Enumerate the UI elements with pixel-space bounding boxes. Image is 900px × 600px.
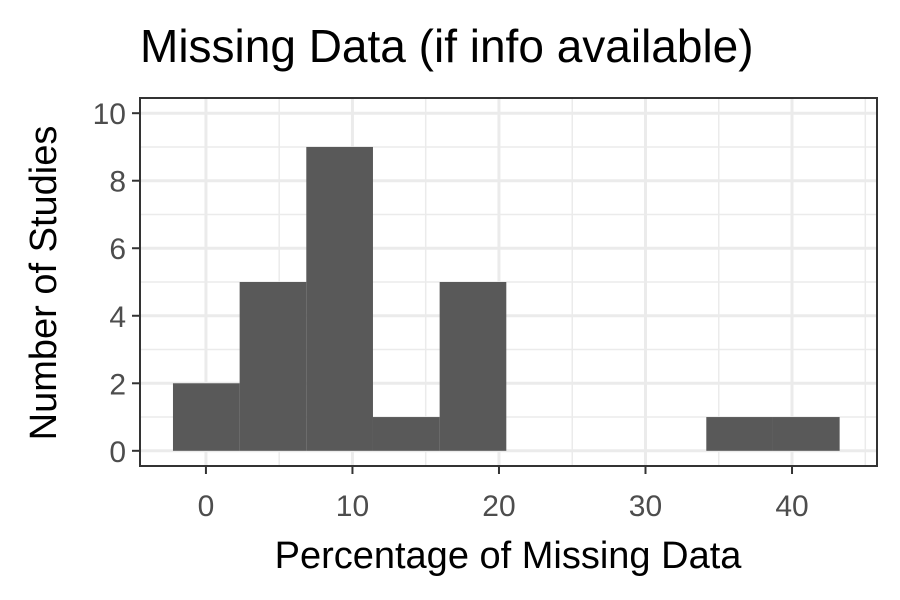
y-tick-label: 0	[109, 436, 126, 469]
y-tick-label: 8	[109, 166, 126, 199]
chart-title: Missing Data (if info available)	[140, 20, 754, 72]
histogram-bar	[706, 417, 773, 451]
y-tick-label: 6	[109, 233, 126, 266]
y-tick-label: 10	[93, 98, 126, 131]
x-tick-label: 40	[775, 490, 808, 523]
histogram-bar	[239, 282, 307, 451]
histogram-bar	[172, 383, 240, 451]
x-tick-label: 20	[482, 490, 515, 523]
bars	[172, 146, 840, 451]
x-tick-label: 0	[198, 490, 215, 523]
x-axis-ticks: 0 10 20 30 40	[198, 466, 809, 523]
y-tick-label: 4	[109, 301, 126, 334]
y-axis-ticks: 0 2 4 6 8 10	[93, 98, 140, 469]
x-axis-title: Percentage of Missing Data	[275, 535, 743, 577]
histogram-bar	[439, 282, 507, 451]
histogram-bar	[306, 146, 373, 451]
y-axis-title: Number of Studies	[23, 126, 65, 441]
histogram-bar	[372, 417, 440, 451]
x-tick-label: 30	[629, 490, 662, 523]
y-tick-label: 2	[109, 368, 126, 401]
x-tick-label: 10	[336, 490, 369, 523]
panel-border	[139, 97, 878, 467]
histogram-bar	[772, 417, 840, 451]
